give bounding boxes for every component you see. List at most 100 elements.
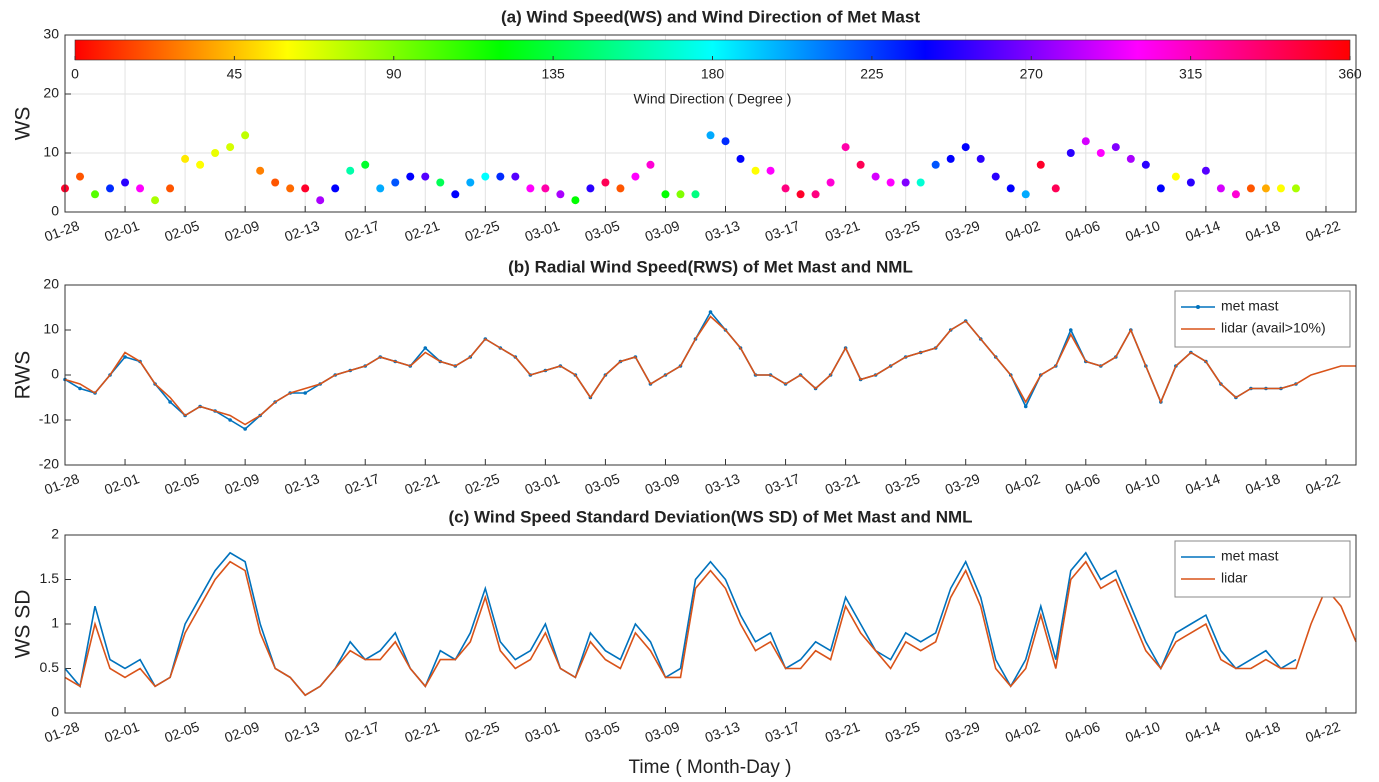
x-axis-label: Time ( Month-Day ) bbox=[629, 757, 792, 778]
scatter-point bbox=[661, 190, 670, 199]
scatter-point bbox=[181, 154, 190, 163]
x-tick-label: 03-01 bbox=[523, 470, 562, 497]
series-marker bbox=[78, 386, 82, 391]
x-tick-label: 03-29 bbox=[943, 718, 982, 745]
scatter-point bbox=[196, 160, 205, 169]
scatter-point bbox=[646, 160, 655, 169]
x-tick-label: 03-09 bbox=[643, 718, 682, 745]
x-tick-label: 03-29 bbox=[943, 217, 982, 244]
x-tick-label: 04-18 bbox=[1243, 217, 1282, 244]
scatter-point bbox=[811, 190, 820, 199]
colorbar-tick-label: 270 bbox=[1020, 66, 1044, 82]
scatter-point bbox=[541, 184, 550, 193]
scatter-point bbox=[226, 143, 235, 152]
scatter-point bbox=[721, 137, 730, 146]
scatter-point bbox=[1186, 178, 1195, 187]
series-line bbox=[64, 315, 1356, 426]
scatter-point bbox=[376, 184, 385, 193]
chart-title: (b) Radial Wind Speed(RWS) of Met Mast a… bbox=[508, 257, 913, 276]
scatter-point bbox=[751, 166, 760, 175]
x-tick-label: 04-02 bbox=[1003, 217, 1042, 244]
x-tick-label: 01-28 bbox=[42, 470, 81, 497]
scatter-point bbox=[571, 196, 580, 205]
chart-title: (a) Wind Speed(WS) and Wind Direction of… bbox=[501, 7, 920, 26]
y-tick-label: 1.5 bbox=[40, 570, 60, 586]
scatter-point bbox=[406, 172, 415, 181]
series-marker bbox=[708, 310, 713, 314]
y-tick-label: 30 bbox=[43, 26, 59, 42]
scatter-point bbox=[511, 172, 520, 181]
x-tick-label: 02-25 bbox=[462, 470, 501, 497]
x-tick-label: 04-18 bbox=[1243, 470, 1282, 497]
scatter-point bbox=[826, 178, 835, 187]
x-tick-label: 02-25 bbox=[462, 718, 501, 745]
x-tick-label: 03-05 bbox=[583, 718, 622, 745]
legend-marker bbox=[1196, 305, 1200, 309]
scatter-point bbox=[466, 178, 475, 187]
scatter-point bbox=[316, 196, 325, 205]
y-tick-label: 10 bbox=[43, 321, 59, 337]
x-tick-label: 04-10 bbox=[1123, 470, 1162, 497]
colorbar-tick-label: 315 bbox=[1179, 66, 1203, 82]
scatter-point bbox=[256, 166, 265, 175]
x-tick-label: 03-21 bbox=[823, 217, 862, 244]
x-tick-label: 02-17 bbox=[342, 217, 381, 244]
y-tick-label: 0 bbox=[51, 704, 59, 720]
scatter-point bbox=[346, 166, 355, 175]
legend-label: met mast bbox=[1221, 298, 1279, 314]
scatter-point bbox=[391, 178, 400, 187]
y-tick-label: 0 bbox=[51, 366, 59, 382]
scatter-point bbox=[1096, 149, 1105, 157]
axes-frame bbox=[64, 34, 1357, 213]
x-tick-label: 04-06 bbox=[1063, 217, 1102, 244]
x-tick-label: 02-01 bbox=[102, 470, 141, 497]
y-tick-label: 10 bbox=[43, 144, 59, 160]
series-marker bbox=[243, 427, 247, 431]
x-tick-label: 04-14 bbox=[1183, 217, 1222, 244]
colorbar-tick-label: 0 bbox=[71, 66, 79, 82]
y-tick-label: 0.5 bbox=[40, 659, 60, 675]
x-tick-label: 04-22 bbox=[1303, 470, 1342, 497]
x-tick-label: 02-05 bbox=[162, 217, 201, 244]
scatter-point bbox=[901, 178, 910, 187]
scatter-point bbox=[1021, 190, 1030, 199]
scatter-point bbox=[481, 172, 490, 181]
series-marker bbox=[1068, 328, 1073, 332]
legend-label: lidar bbox=[1221, 570, 1248, 586]
series-line bbox=[64, 560, 1357, 697]
scatter-point bbox=[856, 160, 865, 169]
x-tick-label: 04-02 bbox=[1003, 470, 1042, 497]
x-tick-label: 03-17 bbox=[763, 470, 802, 497]
x-tick-label: 04-10 bbox=[1123, 217, 1162, 244]
scatter-point bbox=[1051, 184, 1060, 193]
axes-frame bbox=[64, 534, 1357, 714]
y-tick-label: 20 bbox=[43, 276, 59, 292]
scatter-point bbox=[781, 184, 790, 193]
x-tick-label: 03-09 bbox=[643, 217, 682, 244]
scatter-point bbox=[1036, 160, 1045, 169]
scatter-point bbox=[1006, 184, 1015, 193]
x-tick-label: 02-05 bbox=[162, 470, 201, 497]
y-tick-label: 0 bbox=[51, 203, 59, 219]
x-tick-label: 03-13 bbox=[703, 217, 742, 244]
scatter-point bbox=[1246, 184, 1255, 193]
x-tick-label: 04-18 bbox=[1243, 718, 1282, 745]
colorbar-label: Wind Direction ( Degree ) bbox=[634, 91, 792, 107]
scatter-point bbox=[496, 172, 505, 181]
scatter-point bbox=[601, 178, 610, 187]
scatter-point bbox=[1081, 137, 1090, 146]
scatter-point bbox=[691, 190, 700, 199]
scatter-point bbox=[1201, 166, 1210, 175]
scatter-point bbox=[961, 143, 970, 152]
chart-title: (c) Wind Speed Standard Deviation(WS SD)… bbox=[448, 507, 972, 526]
scatter-point bbox=[91, 190, 100, 199]
x-tick-label: 02-17 bbox=[342, 470, 381, 497]
x-tick-label: 02-09 bbox=[222, 718, 261, 745]
scatter-point bbox=[1126, 154, 1135, 163]
axes-frame bbox=[64, 284, 1357, 466]
plot-area bbox=[65, 285, 1356, 465]
y-tick-label: 2 bbox=[51, 526, 59, 542]
plot-area bbox=[65, 35, 1356, 212]
colorbar-tick-label: 225 bbox=[860, 66, 884, 82]
